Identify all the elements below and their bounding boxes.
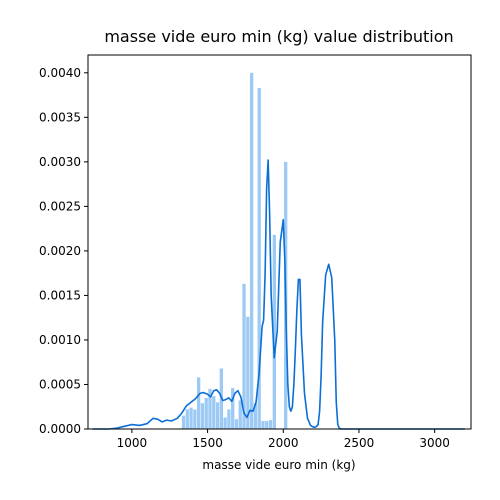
x-tick-label: 3000 [419,436,450,450]
y-tick-label: 0.0030 [39,155,81,169]
histogram-bar [265,420,269,429]
histogram-bar [257,87,261,429]
histogram-bar [215,402,220,429]
y-tick-label: 0.0035 [39,110,81,124]
histogram-bars [181,72,288,430]
histogram-bar [231,388,235,429]
y-tick-label: 0.0040 [39,66,81,80]
y-tick-label: 0.0000 [39,422,81,436]
histogram-bar [193,409,197,429]
histogram-bar [234,419,239,429]
histogram-bar [196,377,201,429]
y-tick-label: 0.0020 [39,244,81,258]
histogram-bar [249,72,254,430]
histogram-bar [204,397,208,429]
histogram-bar [189,407,193,429]
x-tick-label: 2500 [344,436,375,450]
x-axis-label: masse vide euro min (kg) [202,458,355,472]
x-tick-label: 1500 [192,436,223,450]
histogram-bar [208,388,212,429]
histogram-bar [227,409,231,429]
histogram-bar [200,403,205,429]
histogram-bar [223,417,227,429]
chart-title: masse vide euro min (kg) value distribut… [104,27,453,46]
histogram-bar [212,396,216,429]
y-tick-label: 0.0010 [39,333,81,347]
kde-curve-group [92,159,465,430]
histogram-bar [261,420,265,429]
histogram-bar [242,283,246,429]
histogram-bar [238,400,242,429]
kde-line [92,159,465,430]
x-tick-label: 2000 [268,436,299,450]
y-tick-label: 0.0005 [39,377,81,391]
axes: 1000 1500 2000 2500 3000 0.0000 0.0005 0.0010 0.… [39,54,472,450]
x-tick-label: 1000 [117,436,148,450]
plot-frame [87,54,472,430]
histogram-bar [272,234,276,429]
histogram-bar [246,316,250,429]
histogram-bar [268,420,273,429]
histogram-bar [253,403,258,429]
histogram-bar [185,409,189,429]
histogram-bar [181,415,186,429]
y-tick-label: 0.0015 [39,288,81,302]
y-tick-label: 0.0025 [39,199,81,213]
